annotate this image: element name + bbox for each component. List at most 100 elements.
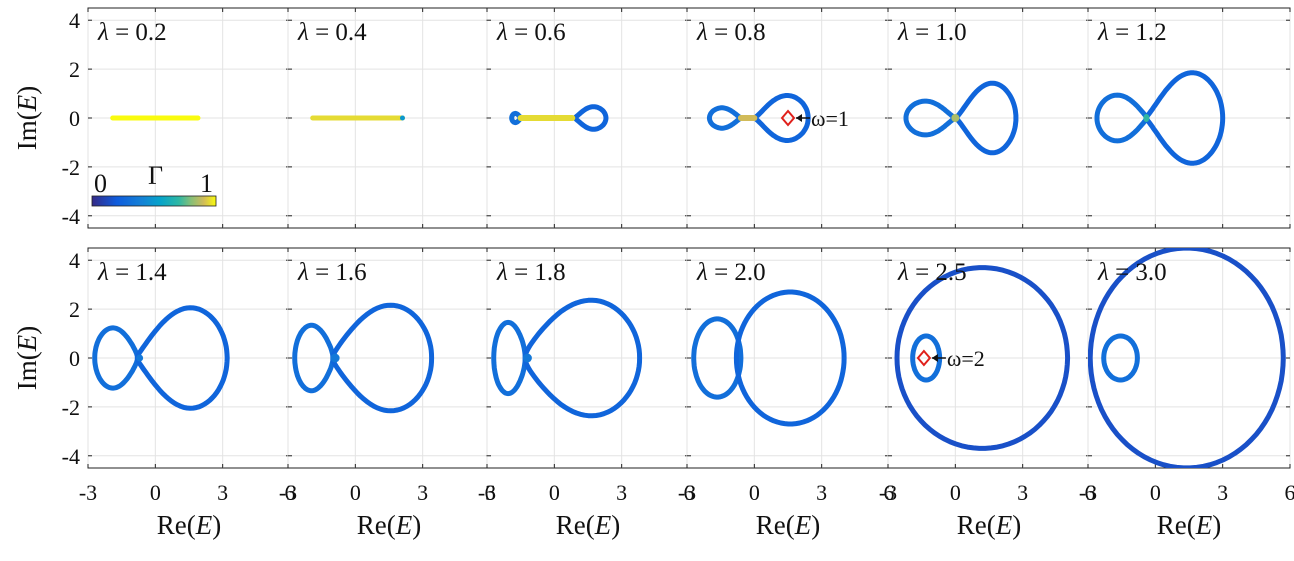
spectrum-left-loop xyxy=(292,322,336,394)
spectrum-center-point xyxy=(1143,114,1150,122)
panel-6: λ = 1.2 xyxy=(1087,7,1291,229)
y-axis-label: Im(E) xyxy=(12,326,42,390)
x-axis-label: Re(E) xyxy=(756,510,820,540)
x-tick-label: 6 xyxy=(485,480,496,505)
spectrum-outer-loop xyxy=(1088,248,1286,468)
spectrum-left-loop xyxy=(903,98,958,138)
y-tick-label: 4 xyxy=(69,8,80,33)
omega-marker xyxy=(916,349,932,367)
x-tick-label: 0 xyxy=(549,480,560,505)
spectrum-left-loop xyxy=(491,319,528,397)
x-tick-label: -3 xyxy=(1079,480,1097,505)
x-tick-label: -3 xyxy=(879,480,897,505)
x-axis-label: Re(E) xyxy=(556,510,620,540)
spectrum-left-loop xyxy=(92,325,140,391)
x-tick-label: 6 xyxy=(285,480,296,505)
x-tick-label: 0 xyxy=(1150,480,1161,505)
x-axis-label: Re(E) xyxy=(357,510,421,540)
x-tick-label: -3 xyxy=(678,480,696,505)
x-tick-label: 3 xyxy=(616,480,627,505)
x-tick-label: 0 xyxy=(350,480,361,505)
colorbar-title: Γ xyxy=(148,161,163,190)
x-tick-label: 3 xyxy=(1217,480,1228,505)
x-tick-label: 0 xyxy=(749,480,760,505)
spectrum-outer-loop xyxy=(894,265,1071,451)
x-tick-label: 3 xyxy=(417,480,428,505)
y-tick-label: 2 xyxy=(69,57,80,82)
panel-label: λ = 2.5 xyxy=(897,259,967,286)
x-tick-label: 3 xyxy=(1017,480,1028,505)
y-tick-label: 0 xyxy=(69,346,80,371)
spectrum xyxy=(92,305,230,411)
panel-label: λ = 0.6 xyxy=(496,19,566,46)
omega-marker xyxy=(780,109,796,127)
panel-3: λ = 0.6 xyxy=(486,7,690,229)
panel-label: λ = 1.4 xyxy=(97,259,167,286)
spectrum xyxy=(310,115,405,121)
spectrum xyxy=(292,302,435,414)
x-tick-label: -3 xyxy=(79,480,97,505)
spectrum xyxy=(706,93,811,143)
panel-9: λ = 1.8 -3 0 3 6 Re(E) xyxy=(478,247,695,540)
colorbar-gradient xyxy=(91,195,217,207)
x-axis-label: Re(E) xyxy=(1157,510,1221,540)
y-tick-label: -4 xyxy=(62,204,80,229)
x-axis-label: Re(E) xyxy=(957,510,1021,540)
panel-label: λ = 1.8 xyxy=(496,259,566,286)
y-tick-label: -4 xyxy=(62,444,80,469)
spectrum xyxy=(903,80,1019,156)
panel-label: λ = 0.2 xyxy=(97,19,167,46)
panel-label: λ = 0.8 xyxy=(696,19,766,46)
annotation-arrowhead xyxy=(931,354,938,362)
spectrum xyxy=(691,289,847,427)
colorbar: 0 Γ 1 xyxy=(91,161,217,207)
panel-4: ω=1 λ = 0.8 xyxy=(686,7,890,229)
panel-label: λ = 2.0 xyxy=(696,259,766,286)
annotation-label: ω=2 xyxy=(947,346,985,371)
spectrum-inner-loop xyxy=(1101,333,1140,383)
y-tick-label: -2 xyxy=(62,155,80,180)
spectrum xyxy=(1088,248,1286,468)
x-tick-label: 0 xyxy=(150,480,161,505)
spectrum-left-loop xyxy=(691,316,744,400)
panel-label: λ = 0.4 xyxy=(297,19,367,46)
y-tick-label: 0 xyxy=(69,106,80,131)
panel-label: λ = 1.0 xyxy=(897,19,967,46)
spectrum xyxy=(491,297,643,419)
colorbar-max-label: 1 xyxy=(200,169,213,198)
spectrum-center-point xyxy=(522,353,532,363)
x-tick-label: 6 xyxy=(1285,480,1294,505)
annotation-label: ω=1 xyxy=(811,106,849,131)
spectrum-inner-loop xyxy=(910,333,943,383)
y-tick-label: 2 xyxy=(69,297,80,322)
x-tick-label: -3 xyxy=(279,480,297,505)
spectrum-left-loop xyxy=(509,110,524,126)
spectrum xyxy=(509,104,609,132)
x-tick-label: 6 xyxy=(684,480,695,505)
colorbar-min-label: 0 xyxy=(94,169,107,198)
x-tick-label: 0 xyxy=(950,480,961,505)
x-tick-label: 6 xyxy=(1085,480,1096,505)
x-tick-label: -3 xyxy=(478,480,496,505)
panel-11: ω=2 λ = 2.5 -3 0 3 6 Re(E) xyxy=(879,247,1096,540)
panel-7: λ = 1.4 -3 0 3 6 Re(E) -4 -2 0 2 4 Im(E) xyxy=(12,247,296,540)
spectrum-center-point xyxy=(330,353,340,363)
panel-label: λ = 3.0 xyxy=(1097,259,1167,286)
spectrum xyxy=(894,265,1071,451)
panel-5: λ = 1.0 xyxy=(887,7,1091,229)
x-tick-label: 6 xyxy=(884,480,895,505)
y-tick-label: 4 xyxy=(69,248,80,273)
spectrum-left-loop xyxy=(1094,92,1149,144)
spectrum-right-loop xyxy=(733,289,847,427)
panel-2: λ = 0.4 xyxy=(287,7,491,229)
spectrum xyxy=(1094,70,1226,166)
x-axis-label: Re(E) xyxy=(157,510,221,540)
x-tick-label: 3 xyxy=(217,480,228,505)
y-axis-label: Im(E) xyxy=(12,86,42,150)
panel-label: λ = 1.6 xyxy=(297,259,367,286)
spectrum-center-point xyxy=(136,354,144,362)
panel-8: λ = 1.6 -3 0 3 6 Re(E) xyxy=(279,247,496,540)
spectrum-left-loop xyxy=(706,105,744,131)
spectrum-edge-point xyxy=(399,115,405,121)
